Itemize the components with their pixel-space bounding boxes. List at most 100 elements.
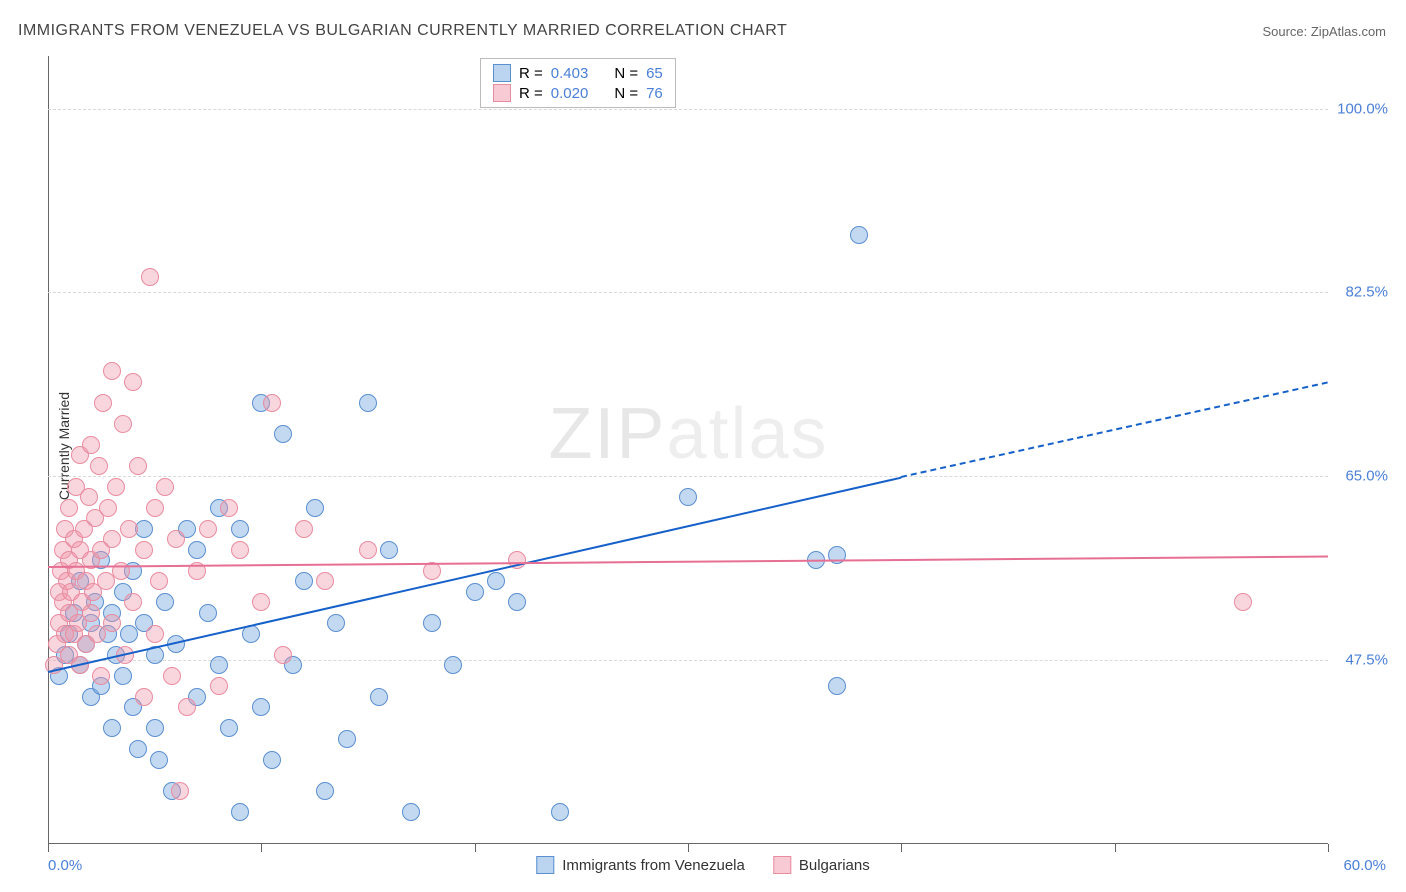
y-tick-label: 65.0% xyxy=(1345,468,1388,485)
scatter-point xyxy=(103,614,121,632)
scatter-point xyxy=(82,436,100,454)
scatter-point xyxy=(380,541,398,559)
scatter-point xyxy=(220,719,238,737)
scatter-point xyxy=(129,457,147,475)
scatter-point xyxy=(135,688,153,706)
stat-r-label: R = xyxy=(519,65,543,82)
scatter-point xyxy=(80,488,98,506)
scatter-point xyxy=(178,698,196,716)
scatter-point xyxy=(487,572,505,590)
scatter-point xyxy=(327,614,345,632)
scatter-point xyxy=(850,226,868,244)
scatter-point xyxy=(828,677,846,695)
x-tick-mark xyxy=(1115,844,1116,852)
x-tick-mark xyxy=(261,844,262,852)
plot-area: ZIPatlas xyxy=(48,56,1328,844)
scatter-point xyxy=(92,667,110,685)
gridline xyxy=(48,476,1328,477)
scatter-point xyxy=(252,698,270,716)
scatter-point xyxy=(146,625,164,643)
swatch-pink xyxy=(493,84,511,102)
scatter-point xyxy=(551,803,569,821)
scatter-point xyxy=(124,373,142,391)
legend-item-2: Bulgarians xyxy=(773,856,870,874)
scatter-point xyxy=(295,520,313,538)
stat-n-label: N = xyxy=(614,85,638,102)
gridline xyxy=(48,660,1328,661)
scatter-point xyxy=(423,614,441,632)
x-tick-mark xyxy=(475,844,476,852)
scatter-point xyxy=(359,394,377,412)
swatch-pink xyxy=(773,856,791,874)
stats-row-series-1: R = 0.403 N = 65 xyxy=(493,63,663,83)
scatter-point xyxy=(103,530,121,548)
legend-label-1: Immigrants from Venezuela xyxy=(562,857,745,874)
scatter-point xyxy=(231,541,249,559)
x-tick-mark xyxy=(688,844,689,852)
chart-title: IMMIGRANTS FROM VENEZUELA VS BULGARIAN C… xyxy=(18,22,787,40)
bottom-legend: Immigrants from Venezuela Bulgarians xyxy=(536,856,869,874)
source-attribution: Source: ZipAtlas.com xyxy=(1262,24,1386,39)
scatter-point xyxy=(141,268,159,286)
scatter-point xyxy=(167,530,185,548)
scatter-point xyxy=(146,499,164,517)
scatter-point xyxy=(114,415,132,433)
scatter-point xyxy=(156,478,174,496)
gridline xyxy=(48,292,1328,293)
x-tick-label-max: 60.0% xyxy=(1343,857,1386,874)
scatter-point xyxy=(163,667,181,685)
x-tick-label-min: 0.0% xyxy=(48,857,82,874)
stats-legend-box: R = 0.403 N = 65 R = 0.020 N = 76 xyxy=(480,58,676,108)
scatter-point xyxy=(359,541,377,559)
scatter-point xyxy=(135,541,153,559)
scatter-point xyxy=(103,719,121,737)
x-tick-mark xyxy=(1328,844,1329,852)
scatter-point xyxy=(274,646,292,664)
scatter-point xyxy=(306,499,324,517)
stat-r-value-1: 0.403 xyxy=(551,65,589,82)
scatter-point xyxy=(316,782,334,800)
scatter-point xyxy=(124,593,142,611)
stat-n-value-1: 65 xyxy=(646,65,663,82)
scatter-point xyxy=(1234,593,1252,611)
scatter-point xyxy=(171,782,189,800)
stats-row-series-2: R = 0.020 N = 76 xyxy=(493,83,663,103)
scatter-point xyxy=(316,572,334,590)
scatter-point xyxy=(99,499,117,517)
legend-item-1: Immigrants from Venezuela xyxy=(536,856,745,874)
scatter-point xyxy=(220,499,238,517)
x-tick-mark xyxy=(901,844,902,852)
scatter-point xyxy=(210,677,228,695)
swatch-blue xyxy=(493,64,511,82)
scatter-point xyxy=(370,688,388,706)
watermark: ZIPatlas xyxy=(548,393,828,475)
scatter-point xyxy=(263,751,281,769)
scatter-point xyxy=(274,425,292,443)
scatter-point xyxy=(444,656,462,674)
scatter-point xyxy=(120,520,138,538)
scatter-point xyxy=(199,604,217,622)
y-tick-label: 47.5% xyxy=(1345,652,1388,669)
scatter-point xyxy=(508,593,526,611)
scatter-point xyxy=(402,803,420,821)
scatter-point xyxy=(188,541,206,559)
scatter-point xyxy=(60,499,78,517)
stat-n-value-2: 76 xyxy=(646,85,663,102)
scatter-point xyxy=(466,583,484,601)
scatter-point xyxy=(114,667,132,685)
stat-r-value-2: 0.020 xyxy=(551,85,589,102)
scatter-point xyxy=(679,488,697,506)
y-tick-label: 100.0% xyxy=(1337,100,1388,117)
scatter-point xyxy=(231,520,249,538)
scatter-point xyxy=(103,362,121,380)
scatter-point xyxy=(263,394,281,412)
scatter-point xyxy=(82,604,100,622)
scatter-point xyxy=(156,593,174,611)
scatter-point xyxy=(90,457,108,475)
stat-n-label: N = xyxy=(614,65,638,82)
scatter-point xyxy=(150,751,168,769)
scatter-point xyxy=(146,719,164,737)
y-tick-label: 82.5% xyxy=(1345,284,1388,301)
stat-r-label: R = xyxy=(519,85,543,102)
scatter-point xyxy=(231,803,249,821)
